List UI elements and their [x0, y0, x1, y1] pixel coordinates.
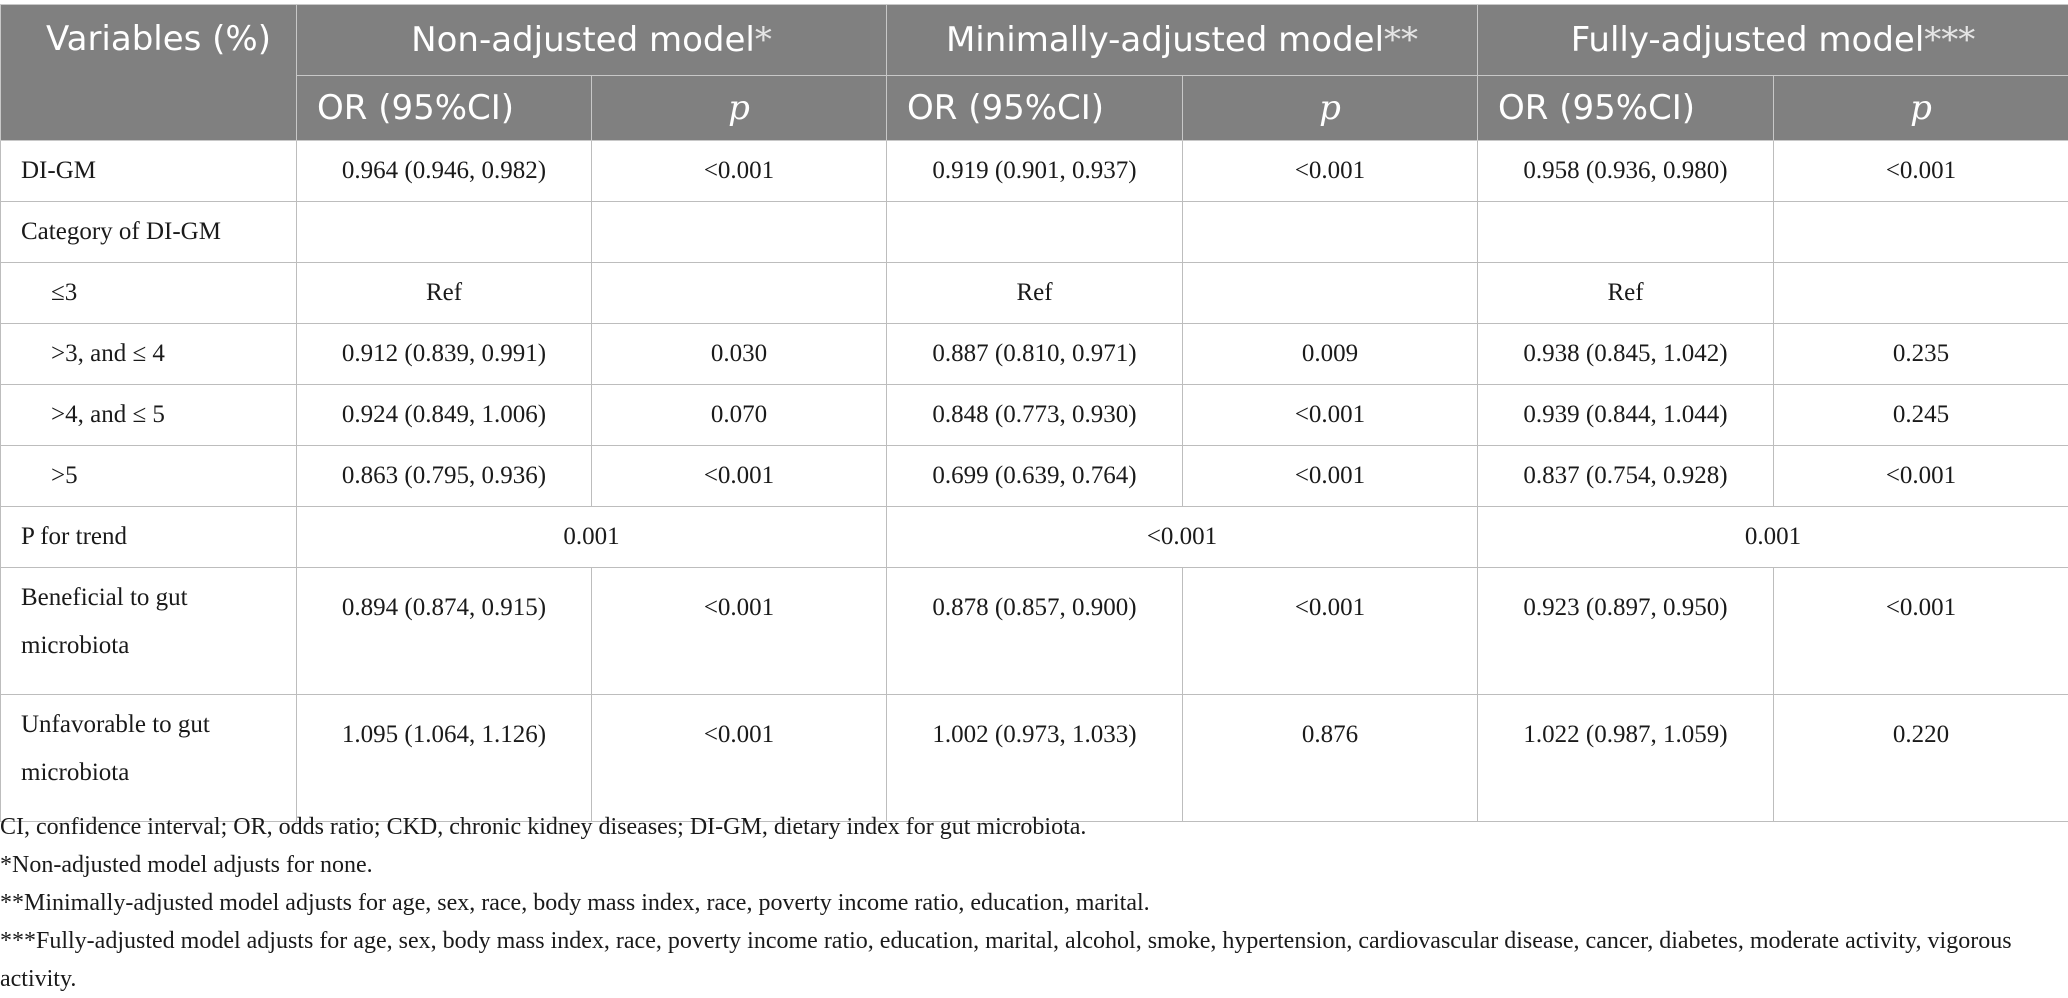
- table-row-3-to-4: >3, and ≤ 4 0.912 (0.839, 0.991) 0.030 0…: [0, 323, 2068, 385]
- minimally-adjusted-model-header: Minimally-adjusted model**: [886, 4, 1478, 76]
- table-cell: 0.699 (0.639, 0.764): [886, 445, 1183, 507]
- p-value-label: p: [1319, 88, 1341, 128]
- row-label: Category of DI-GM: [0, 201, 297, 263]
- table-cell: [591, 262, 887, 324]
- row-label: DI-GM: [0, 140, 297, 202]
- table-row-le3: ≤3 Ref Ref Ref: [0, 262, 2068, 324]
- table-cell: 0.924 (0.849, 1.006): [296, 384, 592, 446]
- row-label: Unfavorable to gut microbiota: [0, 694, 297, 822]
- header-row-groups: Variables (%) Non-adjusted model* Minima…: [0, 4, 2068, 141]
- table-row-gt5: >5 0.863 (0.795, 0.936) <0.001 0.699 (0.…: [0, 445, 2068, 507]
- row-label: >4, and ≤ 5: [0, 384, 297, 446]
- row-label: P for trend: [0, 506, 297, 568]
- footnote-minimally-adjusted: **Minimally-adjusted model adjusts for a…: [0, 890, 1150, 916]
- footnote-fully-adjusted: ***Fully-adjusted model adjusts for age,…: [0, 928, 2012, 992]
- table-cell: 0.235: [1772, 323, 2068, 385]
- table-cell: <0.001: [1772, 140, 2068, 202]
- or-ci-header: OR (95%CI): [296, 75, 592, 141]
- table-cell: <0.001: [1182, 384, 1478, 446]
- table-cell: 1.002 (0.973, 1.033): [886, 694, 1183, 822]
- table-cell: 0.848 (0.773, 0.930): [886, 384, 1183, 446]
- table-cell: 0.245: [1772, 384, 2068, 446]
- p-value-header: p: [1182, 75, 1478, 141]
- table-cell: 0.923 (0.897, 0.950): [1477, 567, 1774, 695]
- table-cell: 1.022 (0.987, 1.059): [1477, 694, 1774, 822]
- footnote-abbreviations: CI, confidence interval; OR, odds ratio;…: [0, 814, 1087, 840]
- table-cell: 0.894 (0.874, 0.915): [296, 567, 592, 695]
- table-cell: <0.001: [591, 567, 887, 695]
- p-value-label: p: [1910, 88, 1932, 128]
- table-cell: <0.001: [886, 506, 1478, 568]
- table-cell: 0.912 (0.839, 0.991): [296, 323, 592, 385]
- table-cell: 0.030: [591, 323, 887, 385]
- table-cell: <0.001: [1182, 140, 1478, 202]
- p-value-label: p: [728, 88, 750, 128]
- table-cell: Ref: [296, 262, 592, 324]
- table-cell: Ref: [886, 262, 1183, 324]
- minimally-adjusted-model-title: Minimally-adjusted model: [945, 20, 1385, 60]
- table-cell: <0.001: [1182, 567, 1478, 695]
- table-row-4-to-5: >4, and ≤ 5 0.924 (0.849, 1.006) 0.070 0…: [0, 384, 2068, 446]
- table-cell: 0.837 (0.754, 0.928): [1477, 445, 1774, 507]
- or-ci-header: OR (95%CI): [886, 75, 1183, 141]
- table-row-beneficial: Beneficial to gut microbiota 0.894 (0.87…: [0, 567, 2068, 695]
- table-cell: <0.001: [1772, 445, 2068, 507]
- table-cell: [1772, 201, 2068, 263]
- table-cell: 0.958 (0.936, 0.980): [1477, 140, 1774, 202]
- table-cell: <0.001: [1182, 445, 1478, 507]
- p-value-header: p: [591, 75, 887, 141]
- table-row-category: Category of DI-GM: [0, 201, 2068, 263]
- table-cell: <0.001: [1772, 567, 2068, 695]
- table-cell: 0.964 (0.946, 0.982): [296, 140, 592, 202]
- p-value-header: p: [1772, 75, 2068, 141]
- non-adjusted-model-header: Non-adjusted model*: [296, 4, 887, 76]
- table-cell: 0.939 (0.844, 1.044): [1477, 384, 1774, 446]
- table-row-p-for-trend: P for trend 0.001 <0.001 0.001: [0, 506, 2068, 568]
- minimally-adjusted-model-marker: **: [1384, 20, 1419, 60]
- table-cell: [886, 201, 1183, 263]
- table-cell: Ref: [1477, 262, 1774, 324]
- table-cell: [296, 201, 592, 263]
- table-cell: 0.878 (0.857, 0.900): [886, 567, 1183, 695]
- non-adjusted-model-marker: *: [754, 20, 772, 60]
- row-label: ≤3: [0, 262, 297, 324]
- table-cell: [1182, 262, 1478, 324]
- footnote-non-adjusted: *Non-adjusted model adjusts for none.: [0, 852, 373, 878]
- variables-header: Variables (%): [0, 4, 297, 141]
- table-cell: 0.001: [1476, 506, 2068, 568]
- table-cell: 0.876: [1182, 694, 1478, 822]
- table-cell: 0.863 (0.795, 0.936): [296, 445, 592, 507]
- table-cell: [1477, 201, 1774, 263]
- fully-adjusted-model-marker: ***: [1924, 20, 1976, 60]
- table-cell: [1772, 262, 2068, 324]
- row-label: >5: [0, 445, 297, 507]
- table-cell: 1.095 (1.064, 1.126): [296, 694, 592, 822]
- table-cell: 0.919 (0.901, 0.937): [886, 140, 1183, 202]
- fully-adjusted-model-title: Fully-adjusted model: [1570, 20, 1925, 60]
- table-cell: <0.001: [591, 140, 887, 202]
- row-label: Beneficial to gut microbiota: [0, 567, 297, 695]
- table-cell: 0.887 (0.810, 0.971): [886, 323, 1183, 385]
- results-table: Variables (%) Non-adjusted model* Minima…: [0, 4, 2068, 822]
- table-cell: <0.001: [591, 694, 887, 822]
- table-cell: 0.938 (0.845, 1.042): [1477, 323, 1774, 385]
- or-ci-header: OR (95%CI): [1477, 75, 1774, 141]
- footnotes: CI, confidence interval; OR, odds ratio;…: [0, 808, 2060, 998]
- table-cell: [1182, 201, 1478, 263]
- table-row-unfavorable: Unfavorable to gut microbiota 1.095 (1.0…: [0, 694, 2068, 822]
- non-adjusted-model-title: Non-adjusted model: [411, 20, 755, 60]
- table-cell: <0.001: [591, 445, 887, 507]
- table-cell: 0.009: [1182, 323, 1478, 385]
- table-cell: 0.220: [1772, 694, 2068, 822]
- table-cell: [591, 201, 887, 263]
- fully-adjusted-model-header: Fully-adjusted model***: [1476, 4, 2068, 76]
- header-row-subcolumns: OR (95%CI) p OR (95%CI) p OR (95%CI) p: [1, 75, 2068, 141]
- table-row-di-gm: DI-GM 0.964 (0.946, 0.982) <0.001 0.919 …: [0, 140, 2068, 202]
- table-cell: 0.001: [296, 506, 887, 568]
- table-cell: 0.070: [591, 384, 887, 446]
- row-label: >3, and ≤ 4: [0, 323, 297, 385]
